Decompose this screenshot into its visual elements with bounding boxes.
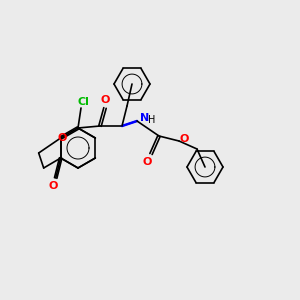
Text: Cl: Cl <box>77 97 89 107</box>
Text: N: N <box>140 113 150 123</box>
Text: O: O <box>179 134 189 144</box>
Text: O: O <box>58 133 68 143</box>
Text: O: O <box>100 95 110 105</box>
Text: O: O <box>49 181 58 191</box>
Text: H: H <box>148 115 156 125</box>
Text: O: O <box>142 157 152 167</box>
